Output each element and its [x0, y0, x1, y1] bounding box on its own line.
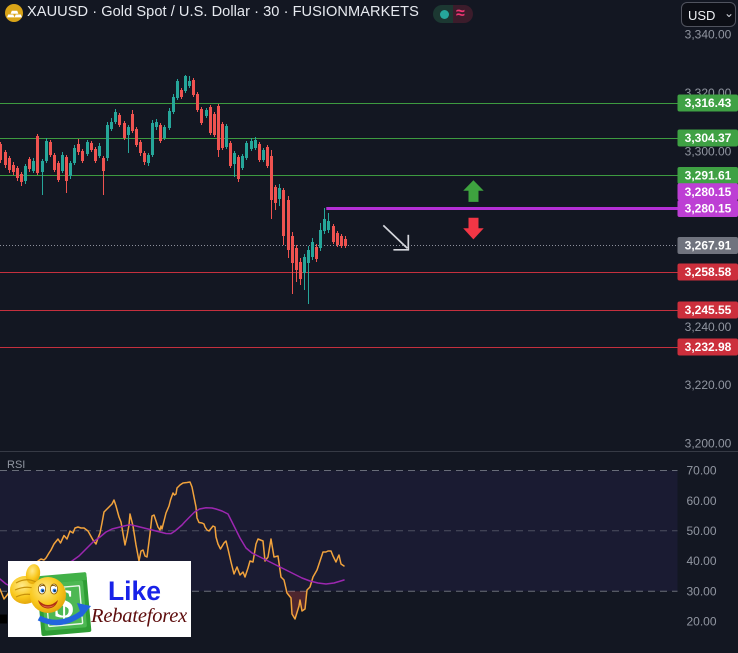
svg-text:3,240.00: 3,240.00 — [685, 320, 732, 334]
svg-text:3,316.43: 3,316.43 — [685, 96, 732, 110]
svg-text:3,304.37: 3,304.37 — [685, 131, 732, 145]
svg-text:3,291.61: 3,291.61 — [685, 169, 732, 183]
svg-text:70.00: 70.00 — [686, 464, 716, 478]
svg-text:3,267.91: 3,267.91 — [685, 239, 732, 253]
svg-text:RSI: RSI — [7, 459, 25, 471]
svg-text:3,200.00: 3,200.00 — [685, 437, 732, 451]
svg-text:3,232.98: 3,232.98 — [685, 340, 732, 354]
svg-text:3,258.58: 3,258.58 — [685, 265, 732, 279]
svg-text:20.00: 20.00 — [686, 615, 716, 629]
svg-text:40.00: 40.00 — [686, 554, 716, 568]
svg-text:3,280.15: 3,280.15 — [685, 202, 732, 216]
svg-text:60.00: 60.00 — [686, 494, 716, 508]
svg-text:50.00: 50.00 — [686, 524, 716, 538]
svg-text:30.00: 30.00 — [686, 584, 716, 598]
svg-text:3,300.00: 3,300.00 — [685, 145, 732, 159]
svg-text:3,280.15: 3,280.15 — [685, 185, 732, 199]
svg-text:3,220.00: 3,220.00 — [685, 378, 732, 392]
svg-text:3,245.55: 3,245.55 — [685, 303, 732, 317]
svg-text:3,340.00: 3,340.00 — [685, 28, 732, 42]
